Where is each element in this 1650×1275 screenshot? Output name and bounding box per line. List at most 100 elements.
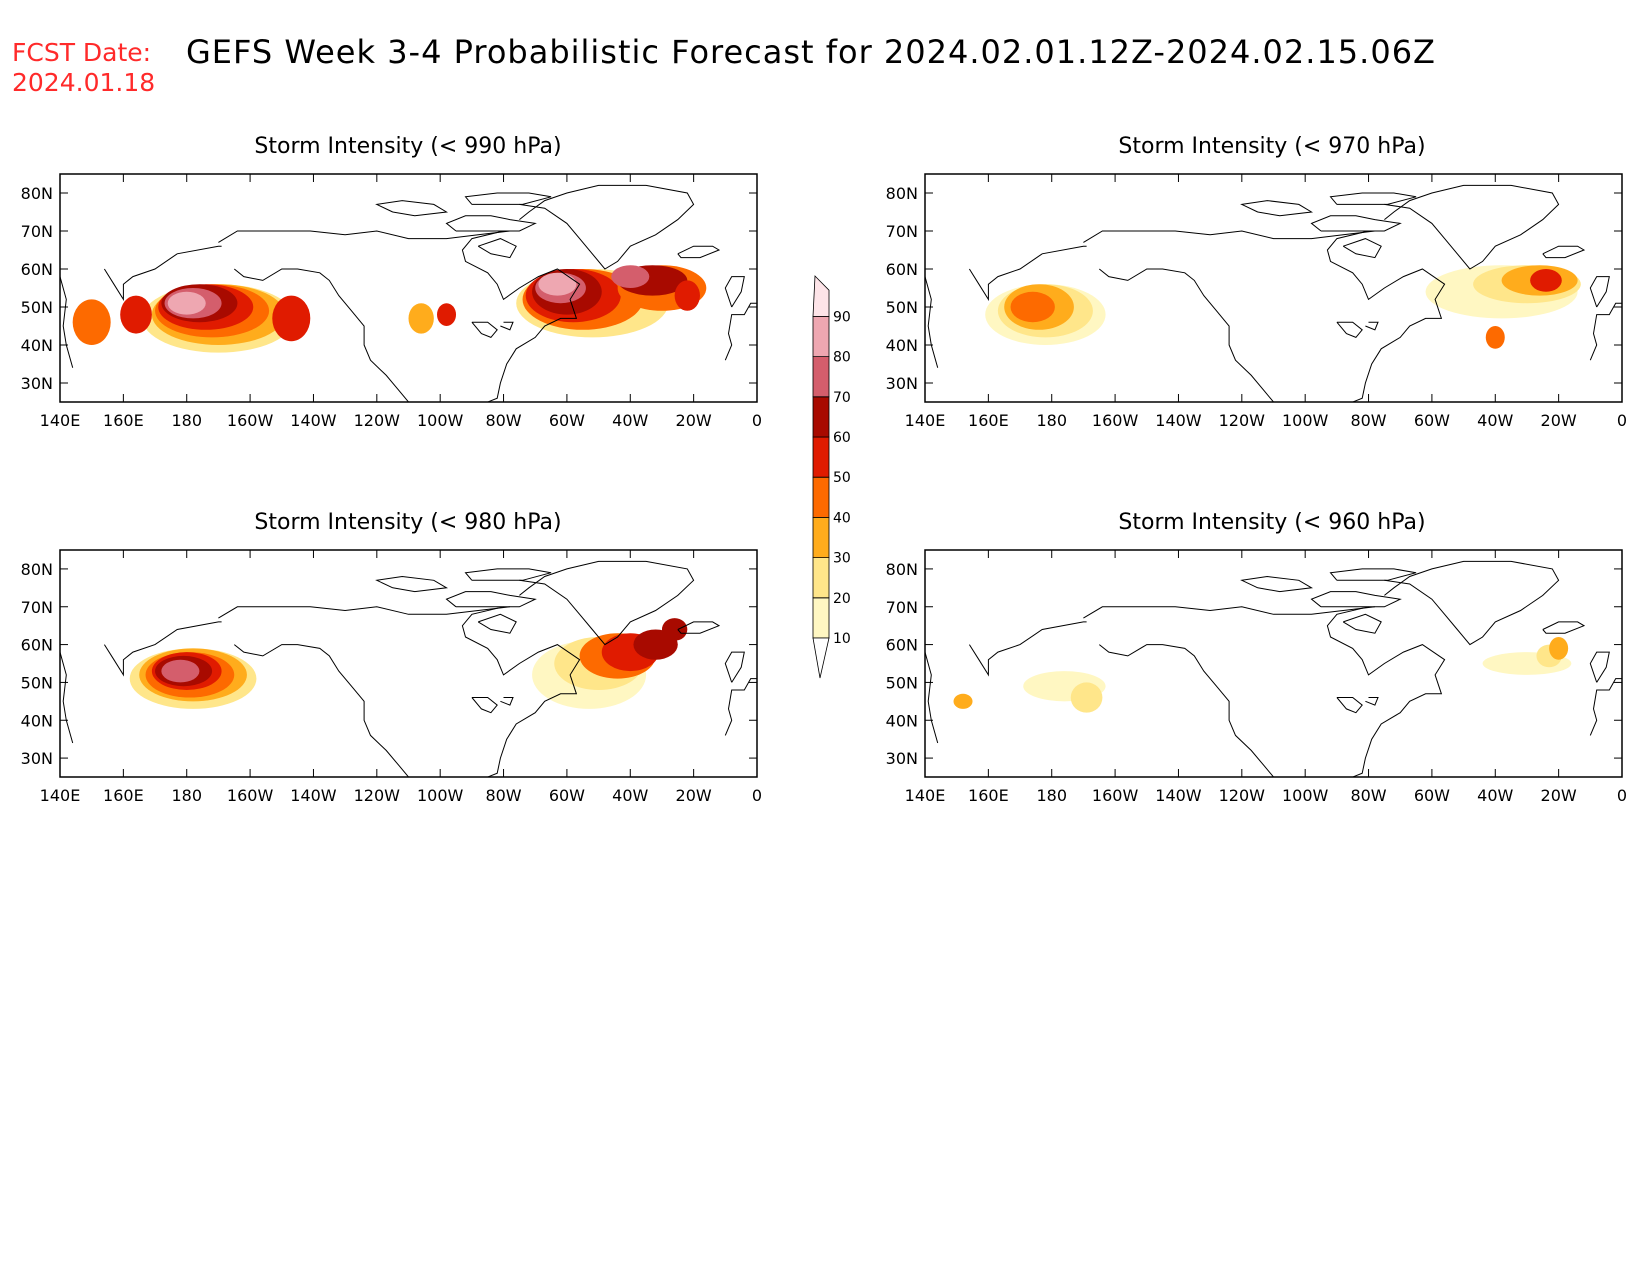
coastline-segment [445, 591, 537, 608]
colorbar-label: 50 [833, 470, 851, 486]
probability-contour [272, 295, 311, 342]
coastline-segment [1098, 606, 1446, 777]
lon-tick-label: 160E [968, 411, 1009, 430]
panel-title: Storm Intensity (< 990 hPa) [254, 134, 561, 159]
lon-tick-label: 180 [171, 786, 202, 805]
coastline-segment [1336, 321, 1363, 338]
lon-tick-label: 160E [968, 786, 1009, 805]
probability-field [953, 637, 1572, 713]
coastline-segment [1589, 276, 1610, 308]
coastline-segment [60, 276, 74, 368]
lon-tick-label: 120W [354, 786, 401, 805]
coastline-segment [1589, 678, 1622, 736]
colorbar-label: 70 [833, 390, 851, 406]
colorbar-swatch [812, 356, 830, 398]
lat-tick-label: 80N [21, 184, 53, 203]
lon-tick-label: 140E [40, 411, 81, 430]
map-frame [924, 549, 1623, 778]
lon-tick-label: 80W [1350, 786, 1386, 805]
coastline [925, 184, 1622, 402]
coastline-segment [677, 621, 721, 634]
lon-tick-label: 140W [1155, 786, 1202, 805]
lon-tick-label: 140W [290, 786, 337, 805]
page-title: GEFS Week 3-4 Probabilistic Forecast for… [186, 33, 1436, 71]
lon-tick-label: 140W [1155, 411, 1202, 430]
lat-tick-label: 60N [21, 260, 53, 279]
lon-tick-label: 160W [227, 411, 274, 430]
colorbar-label: 30 [833, 551, 851, 567]
coastline-segment [724, 276, 745, 308]
coastline-segment [724, 651, 745, 683]
colorbar-swatch [812, 436, 830, 478]
lon-tick-label: 60W [549, 786, 585, 805]
coastline-segment [1240, 575, 1314, 593]
lat-tick-label: 70N [886, 598, 918, 617]
coastline-segment [375, 575, 449, 593]
lon-tick-label: 160W [1092, 411, 1139, 430]
lon-tick-label: 0 [1617, 786, 1627, 805]
colorbar-swatch [812, 275, 830, 317]
coastline-segment [724, 302, 757, 361]
coastline-segment [1083, 230, 1375, 243]
lat-tick-label: 70N [886, 222, 918, 241]
coastline-segment [1542, 245, 1586, 259]
forecast-date-value: 2024.01.18 [12, 68, 156, 97]
coastline-segment [925, 276, 939, 368]
probability-contour [674, 280, 700, 311]
coastline [60, 560, 757, 777]
probability-contour [72, 299, 111, 346]
coastline-segment [1240, 200, 1314, 217]
coastline-segment [1310, 215, 1402, 232]
lat-tick-label: 50N [21, 673, 53, 692]
colorbar-label: 60 [833, 430, 851, 446]
probability-contour [161, 659, 200, 683]
coastline-segment [103, 621, 222, 677]
coastline-segment [1342, 613, 1382, 634]
map-panel-p970: Storm Intensity (< 970 hPa) 140E 160E 180 16… [886, 134, 1627, 430]
lat-tick-label: 50N [886, 673, 918, 692]
lon-tick-label: 40W [1477, 411, 1513, 430]
coastline-segment [1365, 697, 1379, 706]
lon-tick-label: 0 [752, 786, 762, 805]
lat-tick-label: 50N [886, 298, 918, 317]
lon-tick-label: 80W [485, 786, 521, 805]
probability-contour [611, 265, 650, 288]
forecast-date-label: FCST Date: [12, 38, 152, 67]
coastline-segment [500, 321, 514, 331]
lon-tick-label: 140E [905, 411, 946, 430]
lon-tick-label: 20W [1541, 411, 1577, 430]
lon-tick-label: 160W [227, 786, 274, 805]
coastline-segment [500, 697, 514, 706]
colorbar-swatch [812, 476, 830, 518]
coastline-segment [1384, 560, 1560, 646]
probability-contour [953, 693, 973, 709]
coastline-segment [519, 560, 695, 646]
coastline-segment [103, 245, 222, 302]
lat-tick-label: 70N [21, 222, 53, 241]
lat-tick-label: 80N [21, 560, 53, 579]
lon-tick-label: 20W [676, 411, 712, 430]
probability-contour [1010, 291, 1055, 323]
lon-tick-label: 80W [1350, 411, 1386, 430]
lon-tick-label: 60W [1414, 786, 1450, 805]
colorbar-label: 10 [833, 631, 851, 647]
lon-tick-label: 60W [549, 411, 585, 430]
coastline-segment [464, 568, 552, 581]
coastline-segment [925, 651, 939, 744]
map-panel-p990: Storm Intensity (< 990 hPa) 140E 160E 180 16… [21, 134, 762, 430]
coastline-segment [445, 215, 537, 232]
coastline [60, 184, 757, 402]
map-frame [59, 173, 758, 403]
lon-tick-label: 180 [171, 411, 202, 430]
coastline-segment [60, 651, 74, 744]
coastline-segment [1365, 321, 1379, 331]
lon-tick-label: 160E [103, 786, 144, 805]
probability-field [129, 618, 688, 709]
coastline-segment [1589, 302, 1622, 361]
lon-tick-label: 100W [417, 786, 464, 805]
coastline-segment [375, 200, 449, 217]
coastline-segment [233, 606, 581, 777]
colorbar-label: 20 [833, 591, 851, 607]
coastline-segment [968, 621, 1087, 677]
lat-tick-label: 60N [21, 636, 53, 655]
